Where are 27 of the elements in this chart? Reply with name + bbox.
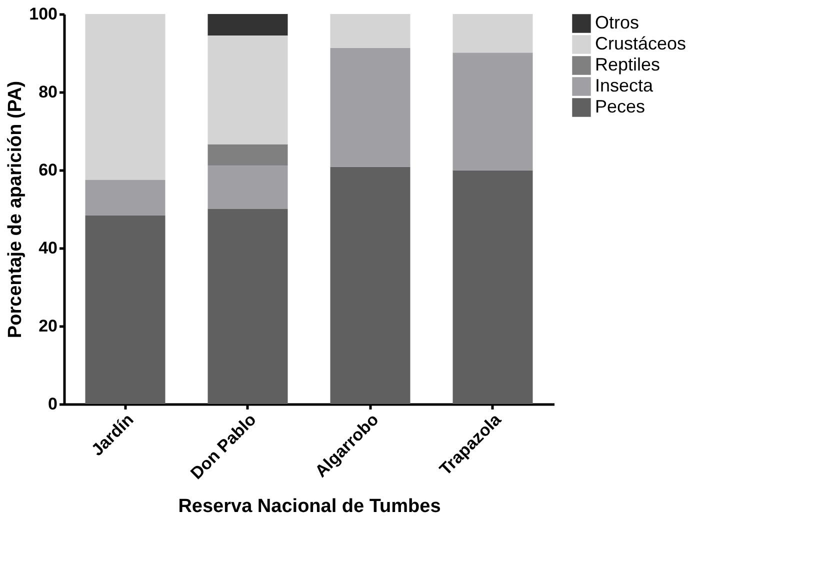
y-tick-label: 60 [38,160,58,180]
legend-label: Reptiles [595,54,660,74]
bar [208,209,288,404]
bar [330,48,410,167]
bar [208,14,288,36]
y-tick-label: 40 [38,238,58,258]
bar [330,166,410,404]
bar [452,14,533,53]
bar [85,180,166,216]
bar [85,215,166,404]
bar [85,14,166,180]
legend-label: Crustáceos [595,34,686,54]
y-tick-label: 20 [38,316,58,336]
legend-label: Otros [595,12,640,32]
y-tick-label: 0 [48,394,58,414]
y-tick-label: 100 [29,4,58,24]
bar [452,170,533,404]
x-axis-title: Reserva Nacional de Tumbes [178,496,441,518]
bar [330,14,410,48]
bar [452,52,533,170]
legend-label: Peces [595,96,646,116]
bar [208,144,288,166]
bar [208,166,288,209]
legend-label: Insecta [595,76,654,96]
bar [208,35,288,144]
y-axis-title: Porcentaje de aparición (PA) [5,80,26,338]
y-tick-label: 80 [38,82,58,102]
